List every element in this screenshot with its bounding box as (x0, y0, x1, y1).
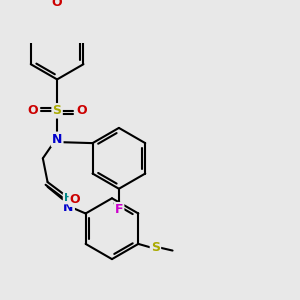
Text: O: O (52, 0, 62, 9)
Text: O: O (76, 104, 87, 117)
Text: N: N (63, 201, 74, 214)
Text: S: S (151, 241, 160, 254)
Text: F: F (115, 203, 123, 216)
Text: S: S (52, 104, 62, 117)
Text: O: O (70, 193, 80, 206)
Text: N: N (52, 133, 62, 146)
Text: H: H (64, 193, 73, 203)
Text: O: O (27, 104, 38, 117)
